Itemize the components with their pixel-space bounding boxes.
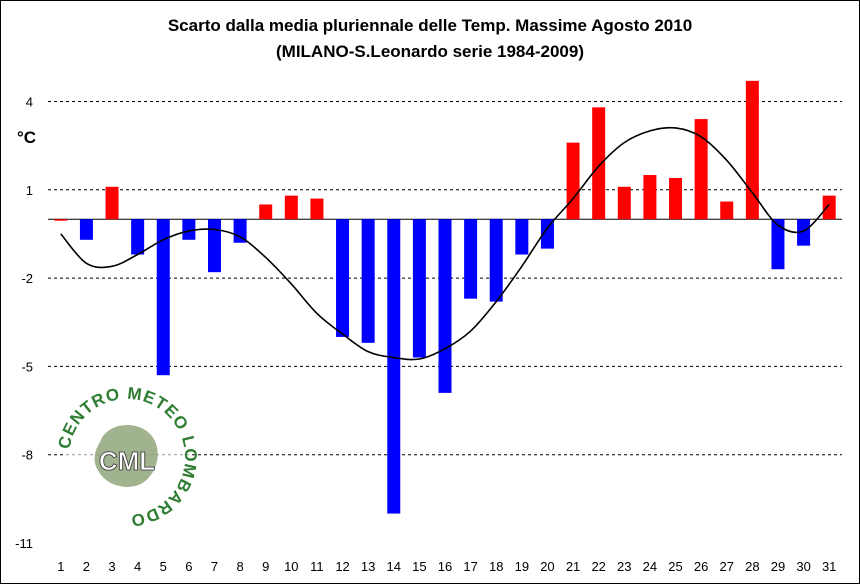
y-tick-label: -2 — [21, 271, 33, 286]
x-tick-label: 3 — [108, 559, 115, 574]
bar — [156, 219, 170, 376]
y-tick-label: -8 — [21, 448, 33, 463]
x-tick-label: 8 — [236, 559, 243, 574]
bar — [771, 219, 785, 270]
x-tick-label: 14 — [387, 559, 401, 574]
x-tick-label: 15 — [412, 559, 426, 574]
bar — [387, 219, 401, 514]
bar — [412, 219, 426, 358]
bar — [233, 219, 247, 243]
bar — [669, 177, 683, 220]
x-tick-label: 12 — [335, 559, 349, 574]
x-tick-label: 11 — [310, 559, 324, 574]
x-tick-label: 7 — [211, 559, 218, 574]
y-tick-label: 1 — [26, 183, 33, 198]
x-tick-label: 10 — [284, 559, 298, 574]
x-tick-label: 2 — [83, 559, 90, 574]
bar — [489, 219, 503, 302]
x-tick-label: 5 — [160, 559, 167, 574]
bar — [540, 219, 554, 249]
x-tick-label: 4 — [134, 559, 141, 574]
bar — [797, 219, 811, 246]
bar — [79, 219, 93, 240]
x-tick-label: 29 — [771, 559, 785, 574]
y-tick-label: 4 — [26, 94, 33, 109]
bar — [54, 219, 68, 221]
bar — [310, 198, 324, 220]
bar — [207, 219, 221, 273]
chart-subtitle: (MILANO-S.Leonardo serie 1984-2009) — [276, 42, 584, 61]
x-tick-label: 26 — [694, 559, 708, 574]
x-tick-label: 6 — [185, 559, 192, 574]
x-tick-label: 1 — [57, 559, 64, 574]
x-tick-label: 21 — [566, 559, 580, 574]
x-tick-label: 23 — [617, 559, 631, 574]
trend-line — [60, 126, 830, 361]
bar — [694, 119, 708, 220]
bar — [515, 219, 529, 255]
bar — [464, 219, 478, 299]
logo-text: CML — [99, 446, 155, 476]
bar — [259, 204, 273, 220]
bar — [361, 219, 375, 343]
bar — [131, 219, 145, 255]
bar — [592, 107, 606, 220]
x-tick-label: 16 — [438, 559, 452, 574]
bar — [105, 186, 119, 220]
x-tick-label: 24 — [643, 559, 657, 574]
x-tick-label: 30 — [796, 559, 810, 574]
bar — [438, 219, 452, 393]
bar — [617, 186, 631, 220]
x-tick-label: 25 — [668, 559, 682, 574]
x-tick-label: 20 — [540, 559, 554, 574]
bar — [566, 142, 580, 220]
y-axis-label: °C — [17, 128, 37, 147]
bar — [822, 195, 836, 220]
x-tick-label: 18 — [489, 559, 503, 574]
x-tick-label: 13 — [361, 559, 375, 574]
y-tick-label: -11 — [15, 536, 33, 551]
bar — [643, 175, 657, 220]
x-tick-label: 27 — [720, 559, 734, 574]
x-tick-label: 28 — [745, 559, 759, 574]
bar — [182, 219, 196, 240]
bar — [336, 219, 350, 337]
bar — [720, 201, 734, 220]
y-tick-label: -5 — [21, 359, 33, 374]
x-tick-label: 19 — [515, 559, 529, 574]
bar — [284, 195, 298, 220]
bar — [745, 80, 759, 220]
cml-logo: CML CENTRO METEO LOMBARDO — [55, 384, 200, 531]
chart-title: Scarto dalla media pluriennale delle Tem… — [167, 16, 693, 35]
x-tick-label: 31 — [822, 559, 836, 574]
map-shape — [94, 424, 158, 487]
x-tick-label: 17 — [463, 559, 477, 574]
x-tick-label: 9 — [262, 559, 269, 574]
x-tick-label: 22 — [591, 559, 605, 574]
